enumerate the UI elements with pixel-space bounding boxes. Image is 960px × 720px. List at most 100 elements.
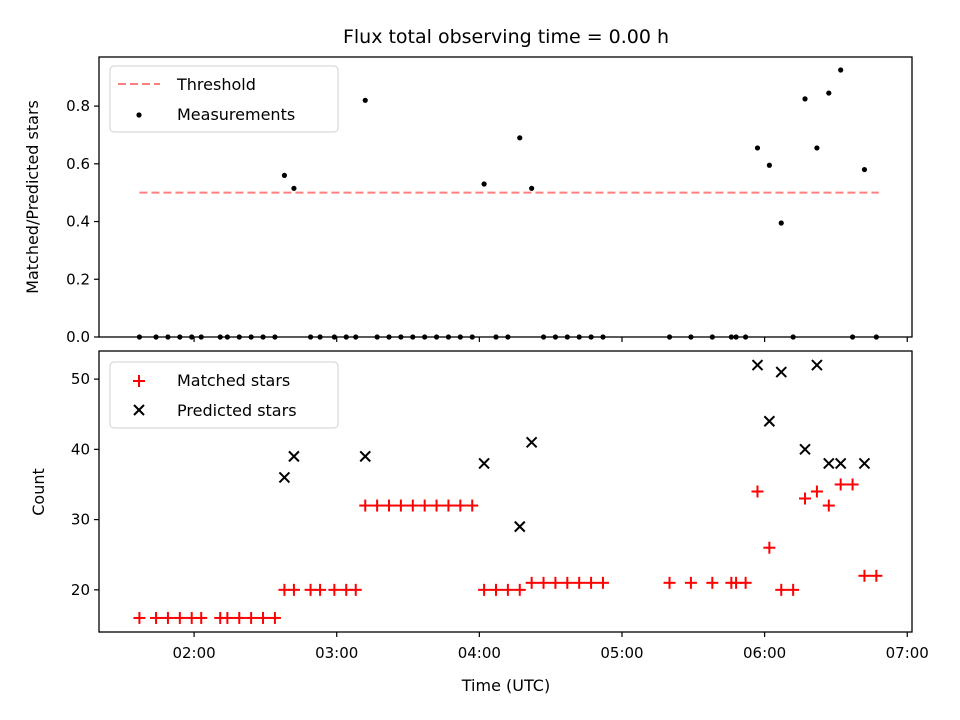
measurement-point-33	[529, 185, 535, 191]
bottom-y-tick-label-1: 30	[71, 511, 90, 529]
measurement-point-39	[600, 334, 606, 340]
predicted-point-12	[834, 457, 847, 470]
matched-point-0	[133, 611, 146, 624]
matched-point-47	[763, 541, 776, 554]
matched-point-27	[454, 499, 467, 512]
matched-point-26	[442, 499, 455, 512]
matched-point-50	[799, 492, 812, 505]
matched-point-53	[834, 478, 847, 491]
legend-threshold-label: Threshold	[176, 75, 256, 94]
measurement-point-52	[826, 90, 832, 96]
measurement-point-18	[353, 334, 359, 340]
bottom-legend-box	[109, 361, 339, 429]
measurement-point-22	[398, 334, 404, 340]
measurement-point-36	[564, 334, 570, 340]
measurement-point-21	[386, 334, 392, 340]
measurement-point-19	[362, 97, 368, 103]
measurement-point-11	[272, 334, 278, 340]
measurement-point-25	[433, 334, 440, 340]
matched-point-37	[573, 576, 586, 589]
predicted-point-10	[811, 359, 823, 371]
measurement-point-56	[873, 334, 879, 340]
x-tick-label-2: 04:00	[458, 644, 501, 662]
x-tick-label-3: 05:00	[600, 644, 643, 662]
matched-point-16	[328, 583, 341, 596]
matched-point-38	[585, 576, 598, 589]
matched-point-20	[371, 499, 384, 512]
matched-point-52	[822, 499, 835, 512]
legend-predicted-swatch	[133, 404, 145, 416]
predicted-point-b	[278, 471, 291, 484]
top-legend: Threshold Measurements	[109, 65, 339, 133]
measurement-point-5	[198, 334, 204, 340]
measurement-point-31	[505, 334, 511, 340]
predicted-point-b	[288, 450, 300, 463]
measurement-point-6	[217, 334, 223, 340]
matched-point-39	[596, 576, 609, 589]
bottom-axes-frame	[98, 350, 913, 633]
legend-measurements-label: Measurements	[177, 105, 295, 124]
predicted-point-5	[525, 436, 538, 449]
predicted-point-7	[763, 415, 776, 427]
predicted-point-b	[811, 359, 823, 371]
measurement-point-51	[814, 145, 820, 151]
matched-point-46	[751, 485, 764, 498]
x-tick-label-4: 06:00	[743, 644, 786, 662]
predicted-point-b	[763, 415, 776, 427]
measurement-point-43	[728, 334, 734, 340]
predicted-point-13	[858, 457, 871, 470]
bottom-y-tick-label-0: 20	[71, 581, 90, 599]
top-y-tick-label-4: 0.8	[66, 97, 90, 115]
predicted-point-b	[525, 436, 538, 449]
predicted-point-6	[751, 359, 764, 371]
matched-point-18	[349, 583, 362, 596]
predicted-point-b	[799, 443, 811, 456]
matched-point-23	[406, 499, 419, 512]
measurement-point-14	[307, 334, 314, 340]
measurement-point-23	[410, 334, 416, 340]
measurement-point-42	[709, 334, 715, 340]
matched-point-19	[359, 499, 372, 512]
measurement-point-24	[422, 334, 428, 340]
predicted-point-8	[775, 366, 787, 378]
legend-measurements-swatch	[136, 112, 142, 118]
measurement-point-54	[849, 334, 856, 340]
matched-point-56	[870, 569, 883, 582]
matched-point-36	[561, 576, 574, 589]
matched-point-10	[257, 611, 270, 624]
matched-point-48	[775, 583, 788, 596]
predicted-point-2	[359, 450, 371, 463]
measurement-point-41	[688, 334, 694, 340]
matched-point-15	[314, 583, 327, 596]
matched-point-32	[513, 583, 526, 596]
matched-point-21	[383, 499, 396, 512]
measurement-point-10	[260, 334, 266, 340]
matched-point-3	[173, 611, 186, 624]
measurement-point-46	[754, 145, 761, 151]
matched-point-9	[245, 611, 258, 624]
matched-point-40	[663, 576, 676, 589]
measurement-point-3	[177, 334, 183, 340]
measurement-point-16	[331, 334, 337, 340]
measurement-point-20	[374, 334, 380, 340]
top-y-tick-label-0: 0.0	[66, 328, 90, 346]
top-y-axis-label: Matched/Predicted stars	[23, 100, 42, 294]
measurement-point-55	[861, 166, 868, 173]
measurement-point-48	[778, 220, 784, 226]
measurement-point-53	[838, 67, 844, 73]
measurement-point-50	[802, 96, 808, 102]
matched-point-41	[684, 576, 697, 589]
matched-point-2	[161, 611, 174, 624]
top-y-tick-label-2: 0.4	[66, 213, 90, 231]
matched-point-29	[478, 583, 491, 596]
matched-point-5	[195, 611, 208, 624]
predicted-point-b	[359, 450, 371, 463]
matched-point-25	[430, 499, 443, 512]
x-tick-label-0: 02:00	[172, 644, 215, 662]
legend-matched-swatch	[133, 375, 145, 387]
measurement-point-38	[588, 334, 594, 340]
matched-point-54	[846, 478, 859, 491]
predicted-point-b	[751, 359, 764, 371]
measurement-point-2	[165, 334, 171, 340]
predicted-point-11	[823, 457, 835, 470]
